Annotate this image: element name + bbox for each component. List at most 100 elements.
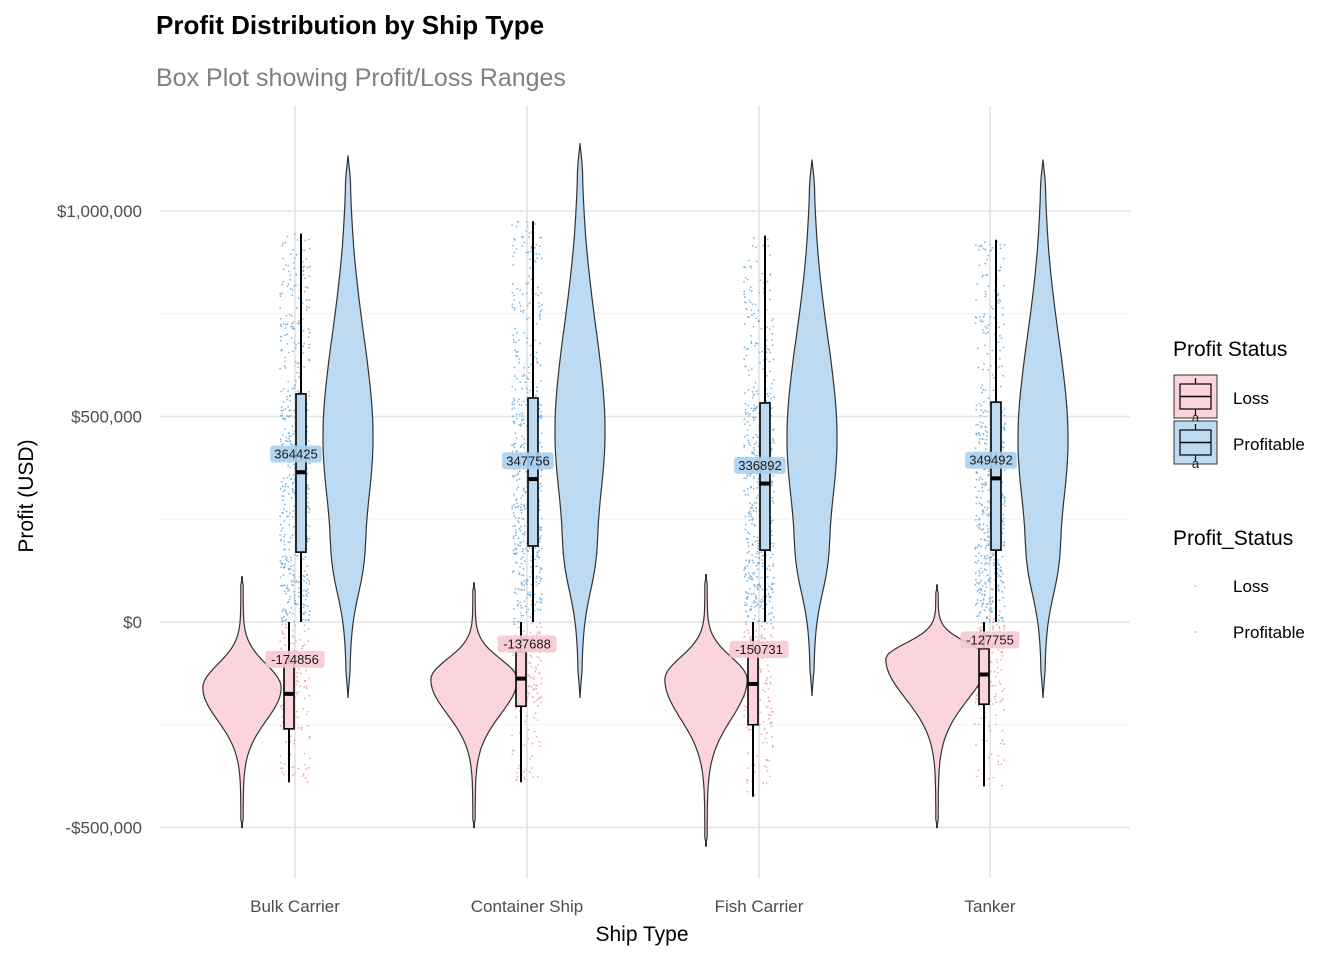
jitter-point-profitable bbox=[535, 575, 538, 578]
jitter-point-profitable bbox=[743, 575, 746, 578]
jitter-point-profitable bbox=[746, 531, 749, 534]
jitter-point-profitable bbox=[513, 422, 516, 424]
jitter-point-profitable bbox=[292, 262, 295, 264]
jitter-point-profitable bbox=[976, 283, 979, 285]
jitter-point-profitable bbox=[984, 590, 986, 592]
jitter-point-profitable bbox=[293, 284, 296, 287]
jitter-point-profitable bbox=[768, 585, 770, 588]
jitter-point-profitable bbox=[750, 513, 752, 516]
jitter-point-profitable bbox=[283, 584, 286, 587]
jitter-point-profitable bbox=[977, 366, 980, 369]
jitter-point-profitable bbox=[305, 308, 308, 311]
jitter-point-profitable bbox=[541, 517, 543, 520]
jitter-point-loss bbox=[279, 755, 282, 757]
jitter-point-profitable bbox=[514, 543, 516, 545]
jitter-point-profitable bbox=[981, 513, 984, 516]
jitter-point-profitable bbox=[757, 542, 760, 545]
jitter-point-profitable bbox=[743, 445, 746, 448]
jitter-point-loss bbox=[281, 771, 283, 774]
jitter-point-profitable bbox=[1002, 520, 1004, 523]
jitter-point-profitable bbox=[756, 390, 758, 392]
jitter-point-profitable bbox=[756, 539, 759, 542]
jitter-point-profitable bbox=[746, 596, 749, 599]
jitter-point-profitable bbox=[750, 578, 752, 581]
jitter-point-profitable bbox=[280, 480, 283, 483]
jitter-point-profitable bbox=[985, 562, 987, 564]
jitter-point-profitable bbox=[980, 554, 983, 557]
jitter-point-profitable bbox=[1002, 620, 1004, 623]
jitter-point-profitable bbox=[282, 574, 285, 577]
jitter-point-profitable bbox=[1002, 374, 1005, 377]
jitter-point-profitable bbox=[997, 574, 1000, 577]
jitter-point-loss bbox=[767, 664, 769, 666]
jitter-point-profitable bbox=[757, 562, 760, 565]
jitter-point-profitable bbox=[539, 483, 542, 485]
jitter-point-loss bbox=[762, 721, 765, 723]
jitter-point-loss bbox=[293, 739, 295, 742]
jitter-point-profitable bbox=[1001, 590, 1003, 593]
jitter-point-profitable bbox=[285, 439, 287, 442]
jitter-point-profitable bbox=[753, 585, 756, 587]
jitter-point-loss bbox=[990, 670, 992, 673]
jitter-point-loss bbox=[760, 670, 762, 673]
jitter-point-profitable bbox=[537, 302, 540, 304]
jitter-point-profitable bbox=[756, 568, 759, 571]
jitter-point-profitable bbox=[1001, 616, 1004, 619]
jitter-point-profitable bbox=[285, 395, 288, 398]
jitter-point-profitable bbox=[289, 274, 291, 277]
jitter-point-profitable bbox=[755, 317, 757, 320]
jitter-point-profitable bbox=[766, 347, 769, 350]
jitter-point-profitable bbox=[293, 409, 296, 412]
jitter-point-profitable bbox=[974, 572, 977, 575]
jitter-point-profitable bbox=[283, 615, 285, 618]
jitter-point-profitable bbox=[745, 413, 747, 416]
jitter-point-profitable bbox=[1003, 414, 1006, 417]
jitter-point-profitable bbox=[771, 582, 774, 584]
jitter-point-profitable bbox=[982, 315, 985, 318]
jitter-point-profitable bbox=[980, 244, 982, 247]
jitter-point-profitable bbox=[515, 561, 517, 564]
jitter-point-loss bbox=[307, 766, 310, 769]
jitter-point-profitable bbox=[770, 530, 773, 532]
jitter-point-loss bbox=[748, 728, 751, 731]
jitter-point-loss bbox=[305, 687, 308, 690]
jitter-point-profitable bbox=[518, 478, 521, 481]
jitter-point-loss bbox=[765, 758, 767, 761]
jitter-point-profitable bbox=[533, 339, 536, 342]
jitter-point-profitable bbox=[528, 236, 530, 239]
jitter-point-loss bbox=[763, 628, 766, 630]
jitter-point-profitable bbox=[280, 325, 283, 327]
jitter-point-profitable bbox=[745, 597, 748, 600]
jitter-point-profitable bbox=[515, 531, 517, 534]
jitter-point-profitable bbox=[753, 592, 755, 595]
jitter-point-profitable bbox=[755, 507, 758, 509]
jitter-point-profitable bbox=[279, 440, 282, 443]
jitter-point-loss bbox=[540, 677, 543, 680]
jitter-point-loss bbox=[1000, 651, 1003, 654]
median-label-loss: -127755 bbox=[966, 632, 1014, 647]
jitter-point-profitable bbox=[990, 610, 992, 612]
jitter-point-profitable bbox=[515, 248, 518, 251]
jitter-point-loss bbox=[538, 631, 541, 633]
jitter-point-profitable bbox=[771, 497, 774, 499]
jitter-point-profitable bbox=[768, 600, 771, 603]
jitter-point-loss bbox=[535, 736, 538, 738]
jitter-point-profitable bbox=[754, 344, 756, 347]
jitter-point-profitable bbox=[303, 575, 306, 578]
jitter-point-profitable bbox=[286, 556, 288, 559]
jitter-point-loss bbox=[295, 691, 298, 694]
jitter-point-profitable bbox=[288, 440, 291, 443]
jitter-point-profitable bbox=[984, 290, 987, 293]
jitter-point-profitable bbox=[978, 574, 981, 577]
jitter-point-profitable bbox=[750, 576, 753, 579]
jitter-point-profitable bbox=[517, 505, 520, 508]
jitter-point-profitable bbox=[993, 618, 995, 621]
jitter-point-loss bbox=[517, 626, 520, 629]
jitter-point-profitable bbox=[974, 546, 977, 549]
jitter-point-loss bbox=[540, 626, 542, 628]
jitter-point-profitable bbox=[755, 502, 758, 504]
jitter-point-profitable bbox=[754, 416, 757, 419]
jitter-point-loss bbox=[766, 769, 768, 772]
jitter-point-profitable bbox=[744, 296, 746, 298]
median-label-profitable-bg bbox=[734, 456, 786, 474]
